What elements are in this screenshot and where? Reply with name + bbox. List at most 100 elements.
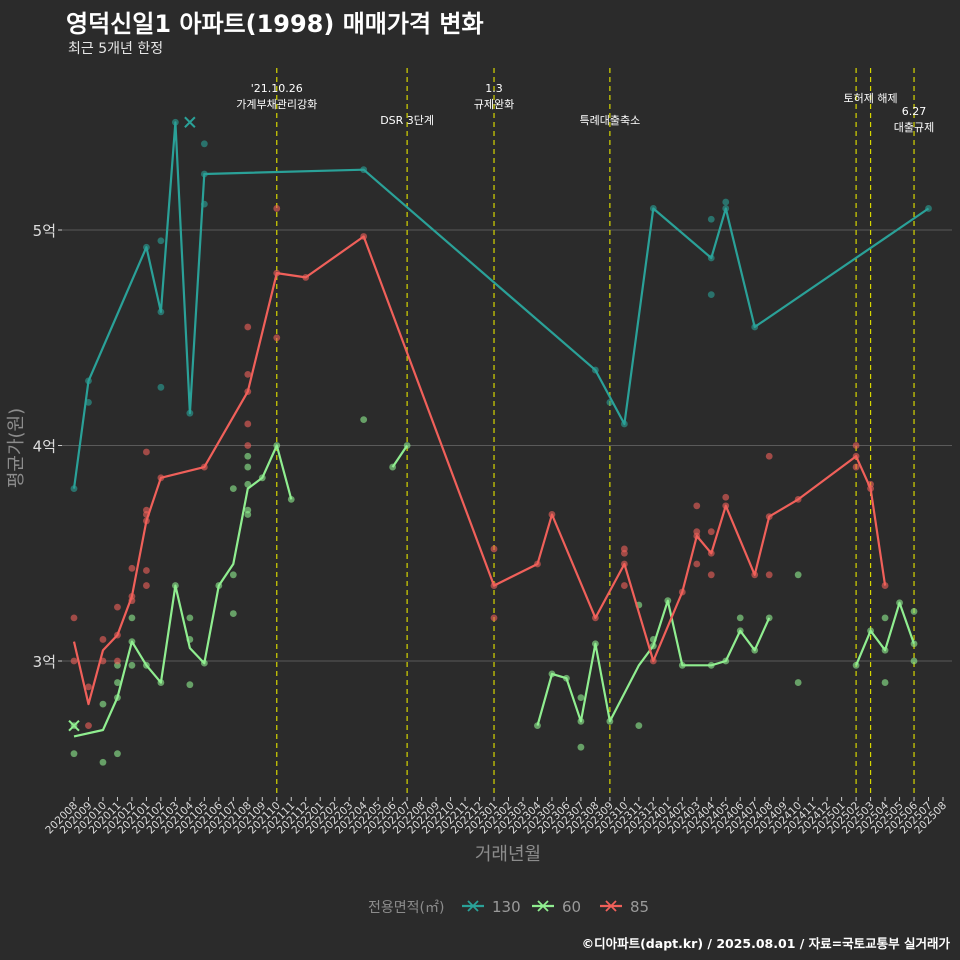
legend-title: 전용면적(㎡) bbox=[368, 900, 444, 916]
event-label: 대출규제 bbox=[894, 121, 934, 134]
data-point-s130 bbox=[157, 383, 165, 391]
data-point-s60 bbox=[186, 614, 194, 622]
grid-layer bbox=[62, 229, 952, 662]
data-point-s60 bbox=[229, 485, 237, 492]
legend-label: 130 bbox=[492, 898, 521, 916]
data-point-s60 bbox=[635, 722, 643, 730]
data-point-s130 bbox=[707, 215, 715, 223]
y-axis-label: 평균가(원) bbox=[6, 408, 27, 488]
data-point-s60 bbox=[99, 700, 107, 708]
data-point-s85 bbox=[143, 448, 150, 456]
data-point-s60 bbox=[128, 614, 136, 622]
legend: 전용면적(㎡) 130 60 85 bbox=[368, 898, 649, 916]
series-line-s85 bbox=[72, 235, 887, 706]
data-point-s60 bbox=[794, 679, 802, 686]
data-point-s85 bbox=[244, 420, 252, 428]
data-point-s60 bbox=[910, 657, 918, 665]
series-line-s60 bbox=[855, 601, 916, 666]
series-layer bbox=[68, 116, 932, 766]
y-tick-label: 4억 bbox=[33, 438, 56, 456]
series-s85 bbox=[70, 205, 889, 730]
data-marker-s130 bbox=[184, 116, 196, 128]
data-point-s60 bbox=[577, 743, 585, 751]
data-point-s85 bbox=[852, 463, 860, 471]
data-point-s60 bbox=[70, 750, 78, 758]
data-point-s85 bbox=[693, 560, 701, 568]
data-point-s85 bbox=[765, 571, 773, 579]
data-point-s85 bbox=[143, 582, 150, 589]
series-line-s60 bbox=[73, 444, 293, 738]
series-s130 bbox=[70, 116, 932, 492]
data-point-s85 bbox=[85, 683, 92, 691]
legend-label: 85 bbox=[630, 898, 649, 916]
legend-marker bbox=[605, 900, 617, 912]
event-label: 규제완화 bbox=[474, 98, 514, 111]
series-s60 bbox=[68, 416, 918, 766]
data-point-s85 bbox=[620, 549, 628, 557]
data-point-s85 bbox=[70, 657, 78, 665]
data-point-s60 bbox=[244, 463, 252, 471]
data-point-s60 bbox=[881, 679, 889, 686]
data-point-s85 bbox=[273, 205, 281, 212]
data-point-s85 bbox=[244, 442, 252, 449]
chart-subtitle: 최근 5개년 한정 bbox=[68, 41, 164, 57]
data-point-s85 bbox=[620, 582, 628, 589]
legend-marker bbox=[537, 900, 549, 912]
data-point-s130 bbox=[200, 140, 208, 148]
data-point-s85 bbox=[707, 571, 715, 579]
y-tick-label: 5억 bbox=[33, 222, 56, 240]
event-label: 6.27 bbox=[902, 105, 927, 118]
data-point-s60 bbox=[229, 610, 237, 617]
series-line-s130 bbox=[72, 121, 930, 489]
data-point-s60 bbox=[794, 571, 802, 579]
data-point-s85 bbox=[114, 657, 121, 665]
data-point-s60 bbox=[128, 661, 136, 669]
event-label: '21.10.26 bbox=[251, 82, 303, 95]
legend-label: 60 bbox=[562, 898, 581, 916]
event-label: 토허제 해제 bbox=[844, 91, 898, 105]
event-label: 가계부채관리강화 bbox=[236, 98, 317, 111]
series-line-s60 bbox=[536, 599, 771, 726]
data-point-s60 bbox=[244, 511, 252, 518]
data-point-s85 bbox=[722, 493, 730, 501]
data-point-s60 bbox=[577, 694, 585, 702]
data-point-s60 bbox=[736, 614, 744, 622]
data-point-s60 bbox=[114, 750, 121, 758]
data-point-s85 bbox=[693, 502, 701, 510]
data-marker-s60 bbox=[68, 719, 80, 732]
x-axis-label: 거래년월 bbox=[475, 844, 541, 865]
data-point-s60 bbox=[99, 758, 107, 766]
data-point-s60 bbox=[229, 571, 237, 579]
data-point-s85 bbox=[70, 614, 78, 622]
data-point-s60 bbox=[910, 608, 918, 615]
data-point-s130 bbox=[157, 237, 165, 245]
data-point-s85 bbox=[99, 636, 107, 643]
data-point-s85 bbox=[128, 564, 136, 572]
y-tick-label: 3억 bbox=[33, 653, 56, 671]
data-point-s130 bbox=[707, 291, 715, 299]
data-point-s85 bbox=[114, 603, 121, 611]
data-point-s60 bbox=[186, 681, 194, 689]
data-point-s85 bbox=[490, 614, 498, 622]
data-point-s85 bbox=[244, 323, 252, 331]
event-label: 특례대출축소 bbox=[580, 114, 641, 127]
data-point-s60 bbox=[360, 416, 368, 424]
data-point-s85 bbox=[707, 528, 715, 536]
data-point-s60 bbox=[244, 452, 252, 460]
chart-title: 영덕신일1 아파트(1998) 매매가격 변화 bbox=[66, 10, 484, 38]
axis-layer: 3억4억5억2020082020092020102020112020122021… bbox=[33, 222, 949, 836]
event-label: 1.3 bbox=[485, 82, 503, 95]
data-point-s85 bbox=[765, 452, 773, 460]
data-point-s60 bbox=[881, 614, 889, 622]
series-line-s60 bbox=[391, 444, 409, 468]
data-point-s85 bbox=[490, 545, 498, 553]
data-point-s85 bbox=[273, 334, 281, 342]
legend-marker bbox=[467, 900, 479, 912]
data-point-s130 bbox=[722, 198, 730, 206]
data-point-s85 bbox=[244, 370, 252, 378]
data-point-s85 bbox=[85, 722, 92, 730]
data-point-s60 bbox=[114, 679, 121, 686]
data-point-s85 bbox=[852, 442, 860, 449]
